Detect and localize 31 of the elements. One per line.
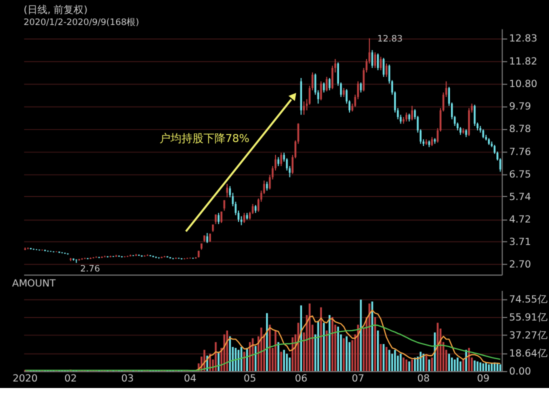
annotation: 2.76 bbox=[80, 264, 100, 275]
y-tick-label: 8.78 bbox=[509, 124, 532, 136]
chart-title: AMOUNT bbox=[12, 278, 57, 290]
y-tick-label: 18.64亿 bbox=[509, 348, 548, 360]
y-tick-label: 10.80 bbox=[509, 79, 538, 90]
y-tick-label: 6.75 bbox=[509, 169, 532, 180]
y-tick-label: 74.55亿 bbox=[509, 294, 548, 306]
y-tick-label: 4.72 bbox=[509, 214, 532, 226]
x-tick-label: 05 bbox=[244, 373, 256, 384]
y-tick-label: 5.74 bbox=[509, 192, 532, 203]
annotation: 12.83 bbox=[377, 34, 403, 44]
chart-subtitle: 2020/1/2-2020/9/9(168根) bbox=[24, 16, 140, 28]
y-tick-label: 11.82 bbox=[509, 56, 538, 68]
x-tick-label: 08 bbox=[417, 373, 430, 384]
y-tick-label: 2.70 bbox=[509, 260, 532, 271]
y-tick-label: 7.76 bbox=[509, 146, 532, 158]
x-tick-label: 09 bbox=[476, 373, 490, 384]
x-tick-label: 03 bbox=[121, 373, 134, 384]
x-tick-label: 04 bbox=[184, 373, 196, 384]
y-tick-label: 3.71 bbox=[509, 237, 532, 248]
x-tick-label: 06 bbox=[294, 373, 308, 384]
y-tick-label: 55.91亿 bbox=[509, 312, 548, 324]
chart-title: (日线, 前复权) bbox=[24, 4, 88, 16]
y-tick-label: 9.79 bbox=[509, 102, 532, 113]
annotation: 户均持股下降78% bbox=[159, 132, 250, 145]
y-tick-label: 12.83 bbox=[509, 34, 538, 45]
y-tick-label: 0.00 bbox=[509, 366, 532, 378]
x-tick-label: 02 bbox=[64, 373, 77, 384]
x-tick-label: 07 bbox=[352, 373, 364, 384]
x-tick-label: 2020 bbox=[12, 373, 38, 384]
y-tick-label: 37.27亿 bbox=[509, 330, 548, 342]
